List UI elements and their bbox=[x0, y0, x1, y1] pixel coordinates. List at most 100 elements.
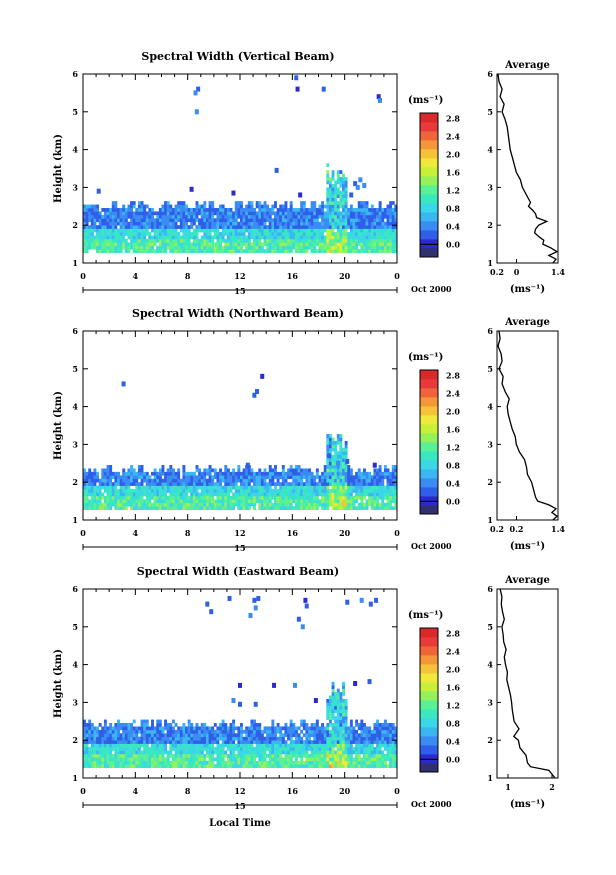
sparse-point bbox=[345, 599, 350, 605]
heatmap-cell bbox=[326, 702, 330, 707]
heatmap-cell bbox=[328, 204, 332, 209]
heatmap-cell bbox=[300, 729, 304, 734]
heatmap-cell bbox=[258, 228, 262, 233]
heatmap-cell bbox=[331, 764, 335, 768]
heatmap-cell bbox=[158, 502, 162, 507]
heatmap-cell bbox=[185, 740, 188, 744]
heatmap-cell bbox=[344, 716, 348, 720]
heatmap-cell bbox=[203, 245, 207, 250]
heatmap-cell bbox=[362, 729, 366, 734]
heatmap-cell bbox=[284, 242, 288, 247]
heatmap-cell bbox=[342, 471, 345, 476]
heatmap-cell bbox=[326, 468, 330, 473]
heatmap-cell bbox=[114, 235, 118, 240]
heatmap-cell bbox=[127, 232, 131, 236]
heatmap-cell bbox=[96, 757, 99, 762]
heatmap-cell bbox=[211, 242, 215, 247]
heatmap-cell bbox=[383, 245, 387, 250]
heatmap-cell bbox=[109, 485, 113, 490]
heatmap-cell bbox=[85, 232, 89, 236]
heatmap-cell bbox=[169, 238, 173, 243]
heatmap-cell bbox=[347, 499, 351, 504]
heatmap-cell bbox=[394, 485, 398, 490]
heatmap-cell bbox=[342, 719, 345, 724]
heatmap-cell bbox=[276, 475, 280, 480]
heatmap-cell bbox=[321, 485, 325, 490]
heatmap-cell bbox=[200, 723, 204, 727]
x-tick-label: 4 bbox=[133, 786, 139, 796]
heatmap-cell bbox=[164, 502, 168, 507]
heatmap-cell bbox=[357, 235, 361, 240]
heatmap-cell bbox=[250, 478, 254, 483]
heatmap-cell bbox=[260, 764, 264, 768]
heatmap-cell bbox=[250, 747, 254, 751]
heatmap-cell bbox=[370, 228, 374, 233]
heatmap-cell bbox=[318, 499, 322, 504]
heatmap-cell bbox=[294, 726, 298, 731]
heatmap-cell bbox=[111, 211, 115, 216]
heatmap-cell bbox=[166, 475, 170, 480]
heatmap-cell bbox=[237, 750, 241, 755]
heatmap-cell bbox=[237, 764, 241, 768]
heatmap-cell bbox=[127, 723, 131, 727]
heatmap-cell bbox=[315, 214, 319, 219]
heatmap-cell bbox=[226, 743, 230, 748]
heatmap-cell bbox=[279, 495, 283, 500]
heatmap-cell bbox=[308, 489, 311, 493]
heatmap-cell bbox=[151, 471, 154, 476]
heatmap-cell bbox=[140, 736, 144, 741]
heatmap-cell bbox=[90, 235, 94, 240]
heatmap-cell bbox=[177, 471, 181, 476]
heatmap-cell bbox=[187, 214, 191, 219]
heatmap-cell bbox=[328, 764, 332, 768]
heatmap-cell bbox=[122, 747, 126, 751]
heatmap-cell bbox=[250, 475, 254, 480]
heatmap-cell bbox=[103, 499, 107, 504]
heatmap-cell bbox=[247, 499, 251, 504]
heatmap-cell bbox=[208, 740, 212, 744]
heatmap-cell bbox=[187, 719, 191, 724]
heatmap-cell bbox=[339, 465, 343, 469]
heatmap-cell bbox=[266, 499, 270, 504]
heatmap-cell bbox=[370, 747, 374, 751]
heatmap-cell bbox=[394, 218, 398, 223]
heatmap-cell bbox=[331, 201, 335, 205]
heatmap-cell bbox=[166, 468, 170, 473]
heatmap-cell bbox=[111, 475, 115, 480]
heatmap-cell bbox=[326, 437, 330, 442]
heatmap-cell bbox=[198, 468, 202, 473]
heatmap-cell bbox=[355, 757, 359, 762]
heatmap-cell bbox=[221, 753, 225, 758]
heatmap-cell bbox=[279, 753, 283, 758]
heatmap-cell bbox=[386, 499, 390, 504]
heatmap-cell bbox=[326, 187, 330, 192]
heatmap-cell bbox=[279, 475, 283, 480]
heatmap-cell bbox=[240, 232, 243, 236]
heatmap-cell bbox=[137, 502, 141, 507]
heatmap-cell bbox=[318, 736, 322, 741]
heatmap-cell bbox=[211, 726, 215, 731]
heatmap-cell bbox=[313, 506, 317, 510]
heatmap-cell bbox=[245, 204, 249, 209]
heatmap-cell bbox=[111, 245, 115, 250]
heatmap-cell bbox=[114, 726, 118, 731]
heatmap-cell bbox=[271, 740, 275, 744]
heatmap-cell bbox=[347, 238, 351, 243]
heatmap-cell bbox=[135, 495, 139, 500]
heatmap-cell bbox=[127, 235, 131, 240]
heatmap-cell bbox=[164, 232, 168, 236]
heatmap-cell bbox=[305, 740, 309, 744]
heatmap-cell bbox=[328, 743, 332, 748]
heatmap-cell bbox=[93, 218, 97, 223]
heatmap-cell bbox=[96, 499, 99, 504]
heatmap-cell bbox=[276, 214, 280, 219]
heatmap-cell bbox=[119, 736, 123, 741]
heatmap-cell bbox=[240, 471, 243, 476]
heatmap-cell bbox=[156, 232, 160, 236]
heatmap-cell bbox=[88, 468, 92, 473]
heatmap-cell bbox=[318, 225, 322, 229]
heatmap-cell bbox=[294, 492, 298, 497]
heatmap-cell bbox=[287, 726, 291, 731]
heatmap-cell bbox=[294, 478, 298, 483]
heatmap-cell bbox=[195, 204, 199, 209]
